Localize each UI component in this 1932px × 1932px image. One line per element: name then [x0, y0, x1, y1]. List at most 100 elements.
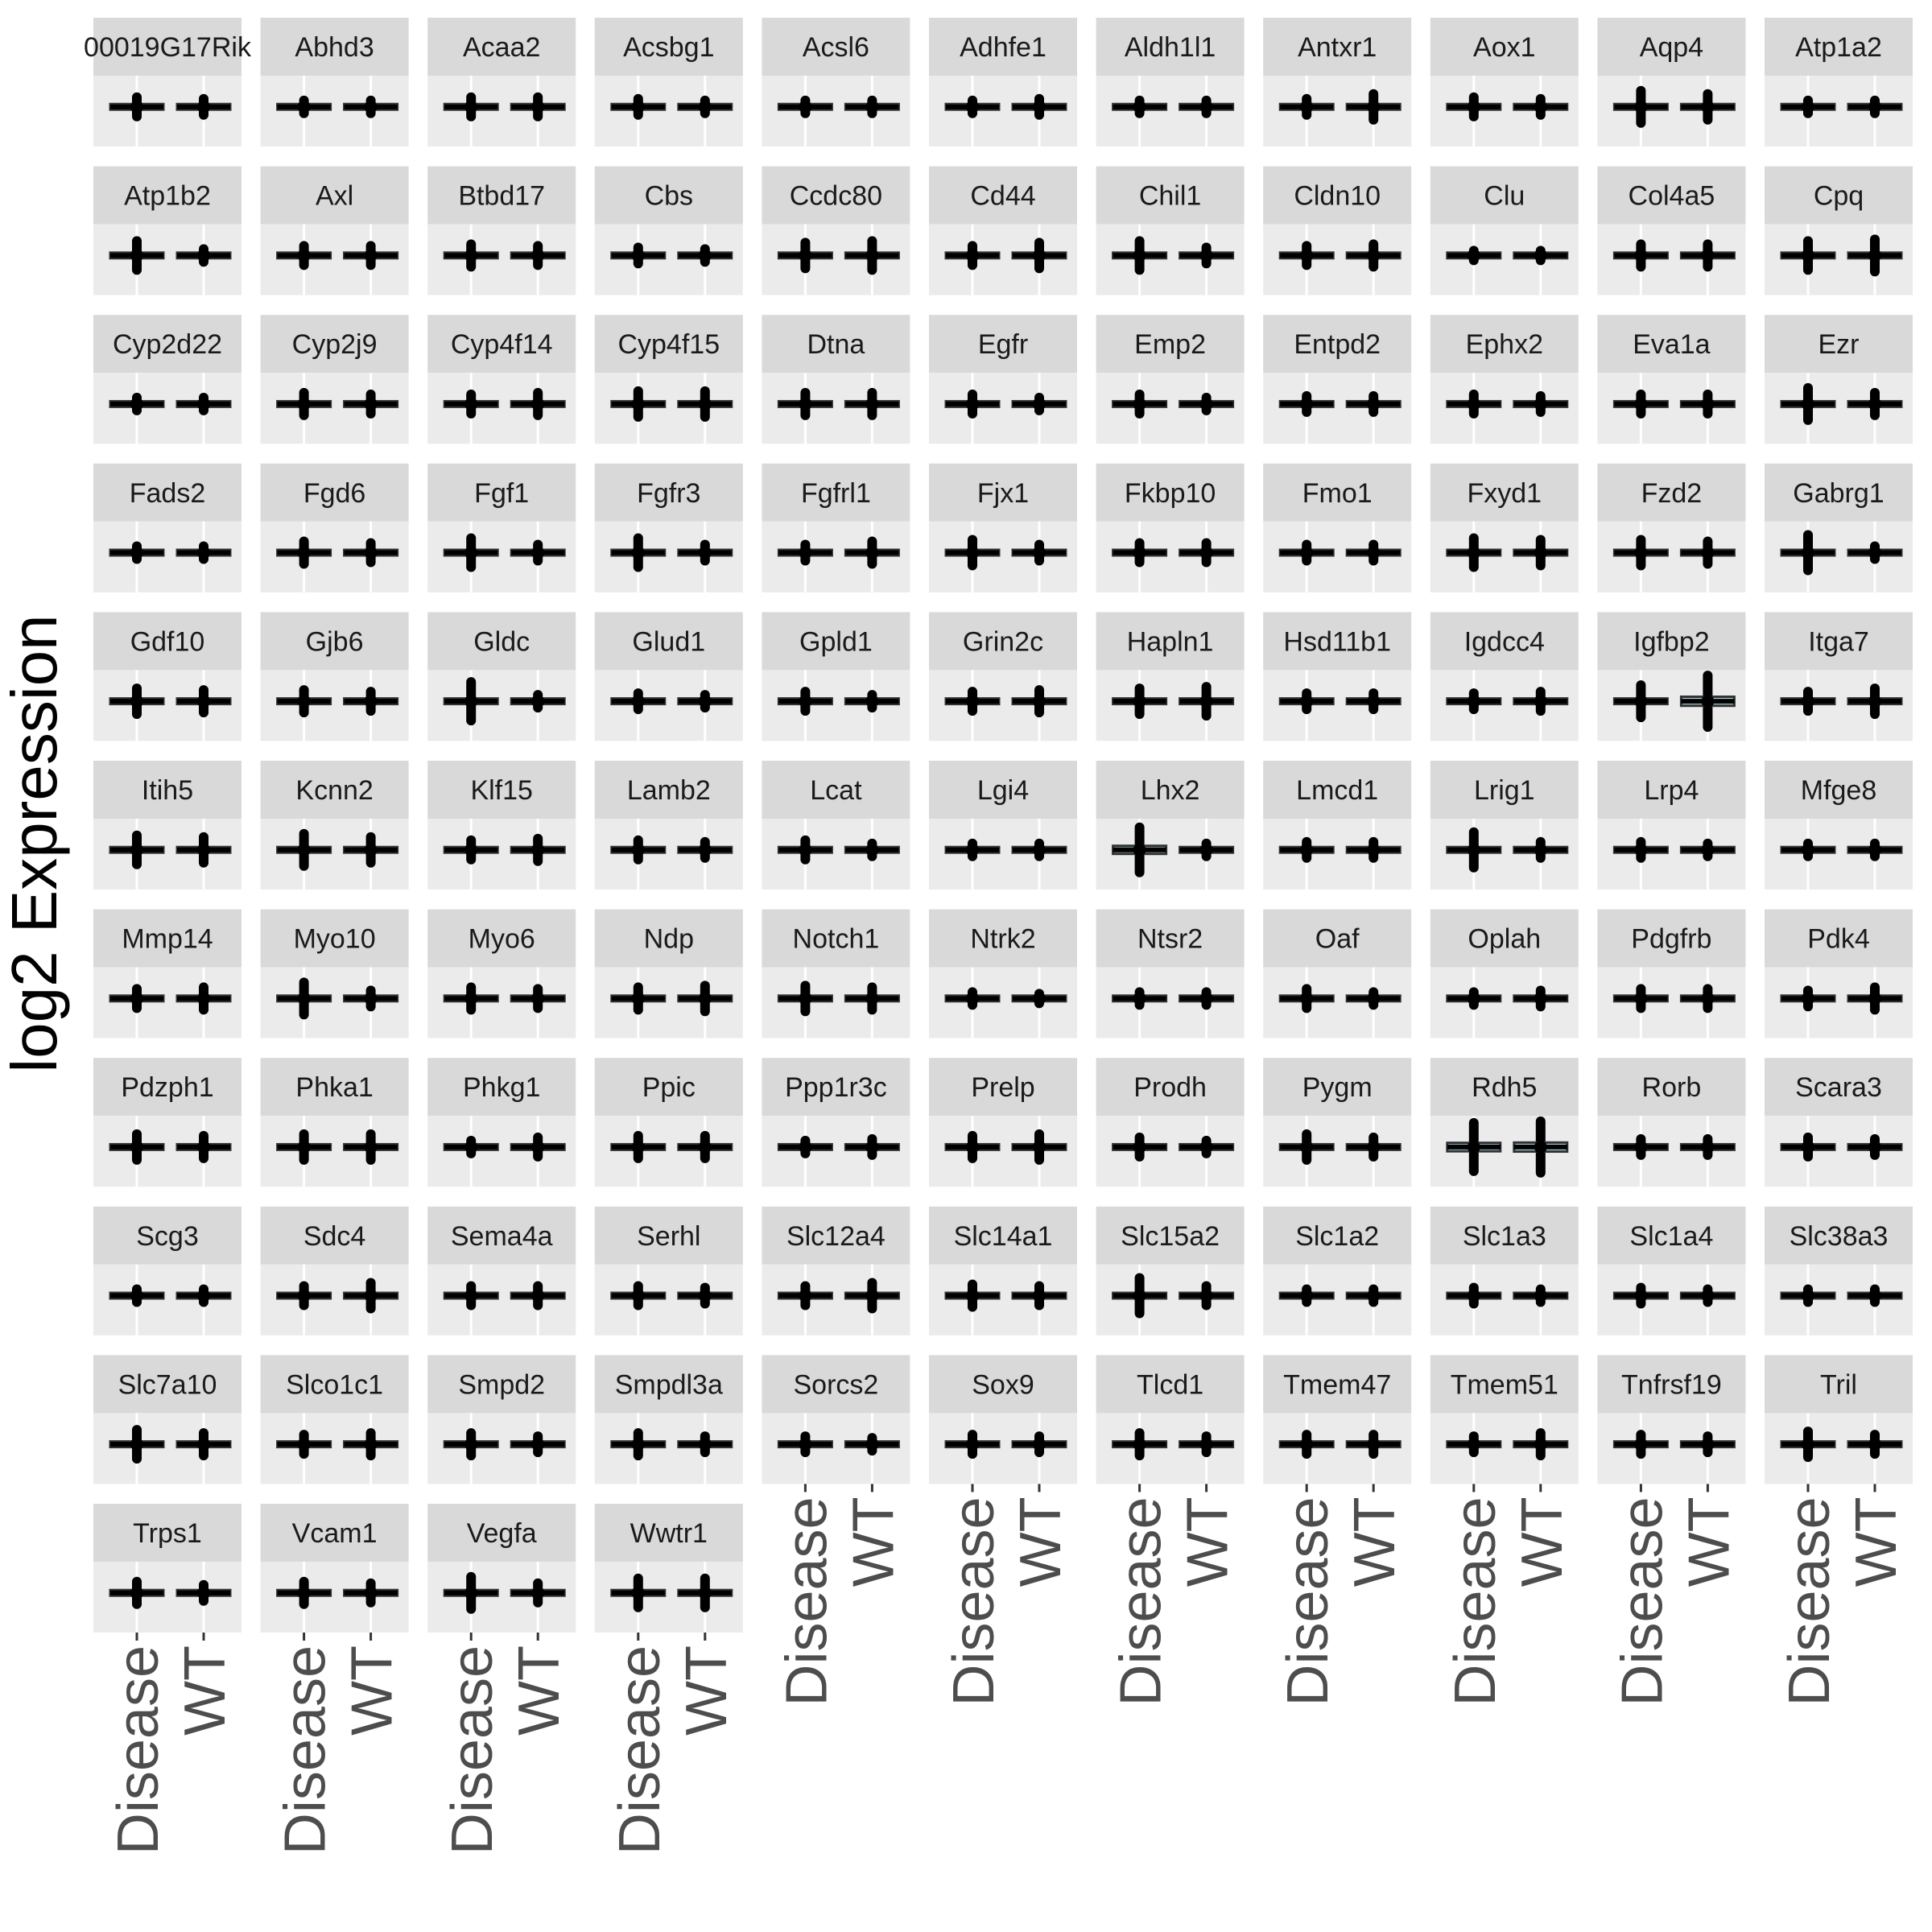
data-point	[1199, 695, 1213, 708]
facet-title: Cyp2j9	[292, 329, 378, 360]
facet-panel: Mmp14	[93, 909, 242, 1038]
facet-panel: Slc38a3	[1765, 1206, 1913, 1335]
data-point	[297, 1289, 311, 1302]
data-point	[130, 100, 143, 114]
facet-strip	[1597, 1206, 1746, 1265]
facet-panel: Acsl6	[762, 18, 910, 147]
facet-title: Gldc	[473, 626, 530, 657]
data-point	[1133, 546, 1146, 559]
x-tick-label: Disease	[1443, 1496, 1508, 1706]
facet-strip	[1096, 761, 1245, 819]
data-point	[966, 546, 979, 559]
facet-strip	[1263, 1355, 1412, 1414]
data-point	[1467, 397, 1480, 411]
facet-strip	[594, 463, 743, 522]
data-point	[1802, 100, 1814, 114]
facet-panel: Slc7a10	[93, 1355, 242, 1484]
data-point	[130, 695, 143, 708]
plot-panel	[594, 1413, 743, 1484]
plot-panel	[929, 670, 1077, 741]
facet-panel: Trps1 Disease WT	[93, 1504, 242, 1855]
facet-title: Fads2	[130, 478, 206, 509]
data-point	[698, 100, 712, 114]
plot-panel	[1263, 521, 1412, 592]
data-point	[197, 1586, 210, 1600]
facet-title: Ntsr2	[1137, 924, 1203, 955]
data-point	[1868, 1438, 1881, 1451]
facet-title: Tmem51	[1451, 1369, 1558, 1400]
data-point	[631, 843, 645, 857]
facet-panel: Cyp4f14	[427, 315, 576, 444]
facet-title: Chil1	[1139, 181, 1201, 212]
data-point	[966, 1289, 979, 1302]
facet-title: Sema4a	[451, 1221, 553, 1252]
facet-strip	[93, 612, 242, 671]
data-point	[531, 397, 545, 411]
data-point	[1634, 397, 1648, 411]
facet-title: Ephx2	[1466, 329, 1543, 360]
plot-panel	[93, 76, 242, 147]
data-point	[364, 1586, 378, 1600]
data-point	[197, 992, 210, 1005]
plot-panel	[1430, 373, 1579, 444]
facet-panel: Smpdl3a	[594, 1355, 743, 1484]
facet-strip	[1765, 761, 1913, 819]
data-point	[1802, 546, 1814, 559]
facet-panel: Ephx2	[1430, 315, 1579, 444]
facet-title: Phka1	[295, 1072, 373, 1103]
data-point	[1033, 100, 1046, 114]
plot-panel	[594, 670, 743, 741]
facet-panel: Wwtr1 Disease WT	[594, 1504, 743, 1855]
data-point	[464, 249, 478, 262]
facet-strip	[93, 1058, 242, 1117]
facet-strip	[929, 909, 1077, 968]
data-point	[1199, 1438, 1213, 1451]
data-point	[1534, 100, 1547, 114]
facet-panel: Ezr	[1765, 315, 1913, 444]
facet-title: Oplah	[1468, 924, 1541, 955]
facet-strip	[93, 315, 242, 374]
data-point	[1367, 249, 1381, 262]
facet-panel: Pdgfrb	[1597, 909, 1746, 1038]
facet-title: Aox1	[1473, 32, 1536, 63]
plot-panel	[1765, 819, 1913, 890]
data-point	[865, 695, 879, 708]
data-point	[1367, 397, 1381, 411]
data-point	[1534, 1289, 1547, 1302]
facet-title: Cbs	[645, 181, 693, 212]
data-point	[698, 1140, 712, 1154]
plot-panel	[1263, 76, 1412, 147]
x-tick-label: WT	[1176, 1496, 1241, 1587]
plot-panel	[929, 967, 1077, 1038]
plot-panel	[93, 521, 242, 592]
plot-panel	[929, 521, 1077, 592]
data-point	[1634, 546, 1648, 559]
facet-panel: Ppp1r3c	[762, 1058, 910, 1187]
facet-strip	[1597, 1058, 1746, 1117]
data-point	[631, 100, 645, 114]
facet-strip	[1765, 1206, 1913, 1265]
data-point	[197, 695, 210, 708]
plot-panel	[427, 967, 576, 1038]
data-point	[799, 100, 812, 114]
facet-strip	[1096, 1206, 1245, 1265]
facet-title: Slc12a4	[786, 1221, 886, 1252]
data-point	[1802, 249, 1814, 262]
plot-panel	[1765, 1413, 1913, 1484]
facet-strip	[260, 909, 409, 968]
facet-title: Sox9	[972, 1369, 1034, 1400]
data-point	[1701, 695, 1715, 708]
facet-panel: Col4a5	[1597, 166, 1746, 295]
plot-panel	[1597, 1116, 1746, 1187]
facet-panel: Fgfr3	[594, 463, 743, 592]
facet-title: Abhd3	[295, 32, 374, 63]
data-point	[966, 695, 979, 708]
data-point	[966, 1140, 979, 1154]
facet-panel: Tmem51 Disease WT	[1430, 1355, 1579, 1707]
data-point	[1534, 397, 1547, 411]
facet-strip	[1765, 1058, 1913, 1117]
facet-strip	[1765, 166, 1913, 225]
facet-strip	[1096, 1058, 1245, 1117]
data-point	[1300, 100, 1314, 114]
data-point	[1300, 992, 1314, 1005]
